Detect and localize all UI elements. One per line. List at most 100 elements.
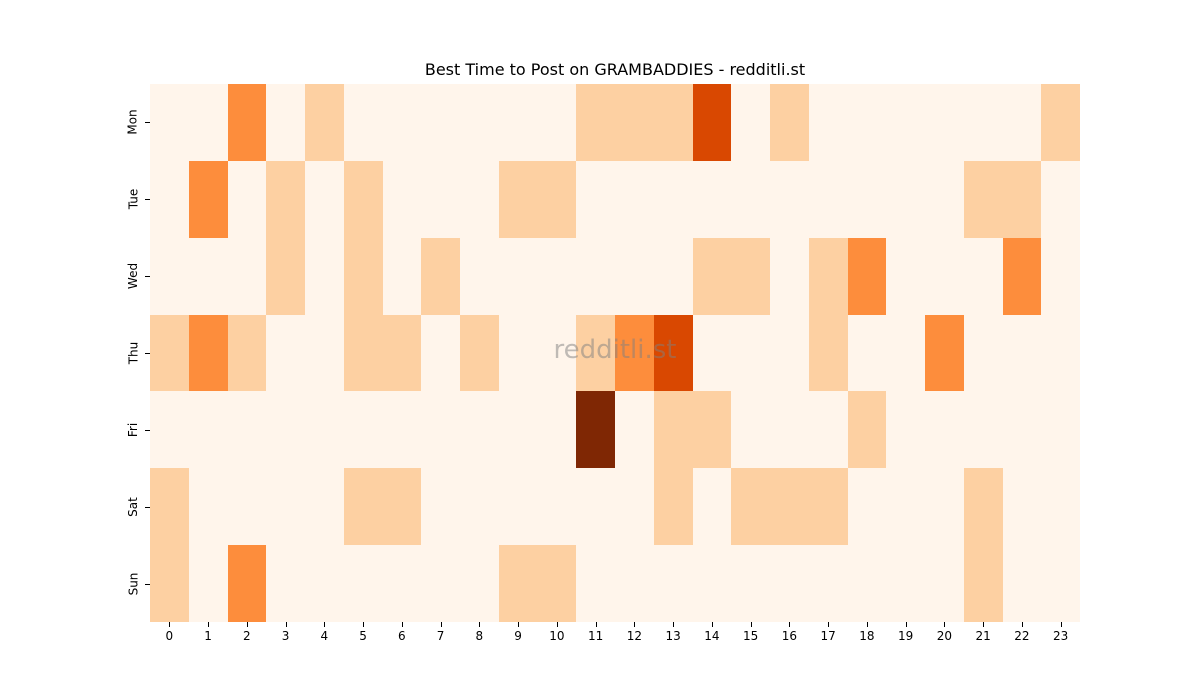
x-tick-mark [208,622,210,627]
y-tick-mark [145,276,150,278]
x-tick-label: 22 [1014,629,1030,643]
heatmap-cell [305,314,344,392]
x-tick-mark [711,622,713,627]
x-tick-label: 17 [820,629,836,643]
x-tick-label: 20 [936,629,953,643]
heatmap-cell [1002,468,1042,546]
heatmap-cell [770,84,809,161]
heatmap-cell [615,160,654,238]
heatmap-cell [266,237,305,315]
heatmap-cell [692,84,732,161]
heatmap-cell [460,391,499,469]
heatmap-cell [963,468,1003,546]
heatmap-cell [653,391,693,469]
heatmap-cell [150,391,189,469]
heatmap-cell [305,160,344,238]
heatmap-cell [498,237,538,315]
y-tick-mark [145,583,150,585]
heatmap-cell [1002,237,1042,315]
heatmap-cell [188,391,228,469]
heatmap-cell [188,468,228,546]
x-tick-mark [324,622,326,627]
heatmap-cell [615,391,654,469]
heatmap-cell [498,84,538,161]
y-tick-label: Sun [118,545,148,622]
y-tick-label-text: Thu [125,341,140,365]
x-tick-label: 19 [897,629,914,643]
heatmap-cell [150,468,189,546]
heatmap-cell [963,84,1003,161]
x-tick-mark [1060,622,1062,627]
x-tick-label: 4 [320,629,329,643]
heatmap-cell [343,314,383,392]
heatmap-cell [343,160,383,238]
heatmap-cell [498,468,538,546]
heatmap-cell [770,160,809,238]
y-tick-label-text: Tue [126,189,140,210]
heatmap-cell [421,237,460,315]
y-tick-label: Mon [118,84,148,161]
heatmap-cell [653,237,693,315]
heatmap-cell [305,468,344,546]
heatmap-cell [305,237,344,315]
heatmap-cell [498,314,538,392]
heatmap-cell [266,545,305,622]
x-tick-mark [983,622,985,627]
heatmap-cell [537,545,577,622]
x-tick-label: 5 [359,629,367,643]
heatmap-cell [1041,237,1080,315]
heatmap-cell [150,314,189,392]
heatmap-grid [150,84,1080,622]
heatmap-cell [731,314,770,392]
heatmap-cell [305,391,344,469]
heatmap-cell [576,468,615,546]
heatmap-cell [925,237,964,315]
heatmap-cell [460,84,499,161]
heatmap-cell [808,160,848,238]
heatmap-cell [150,84,189,161]
heatmap-cell [770,237,809,315]
heatmap-cell [963,237,1003,315]
heatmap-cell [692,545,732,622]
heatmap-cell [537,84,577,161]
heatmap-cell [266,314,305,392]
heatmap-cell [653,468,693,546]
heatmap-cell [343,84,383,161]
heatmap-cell [847,84,887,161]
heatmap-cell [1041,545,1080,622]
heatmap-cell [1041,468,1080,546]
heatmap-cell [382,314,422,392]
heatmap-cell [227,391,267,469]
heatmap-cell [808,545,848,622]
heatmap-cell [615,468,654,546]
y-tick-mark [145,353,150,354]
heatmap-cell [692,160,732,238]
heatmap-cell [925,314,964,392]
heatmap-cell [382,545,422,622]
heatmap-cell [692,314,732,392]
heatmap-cell [925,84,964,161]
heatmap-cell [421,314,460,392]
heatmap-cell [847,314,887,392]
heatmap-cell [537,391,577,469]
heatmap-cell [963,314,1003,392]
heatmap-cell [460,545,499,622]
x-tick-label: 13 [665,629,681,643]
heatmap-cell [305,545,344,622]
heatmap-cell [886,84,925,161]
heatmap-cell [150,160,189,238]
heatmap-cell [1041,391,1080,469]
heatmap-cell [460,160,499,238]
x-tick-mark [246,622,248,627]
heatmap-cell [808,84,848,161]
x-tick-label: 21 [975,629,991,643]
heatmap-cell [615,314,654,392]
heatmap-cell [847,237,887,315]
heatmap-cell [537,237,577,315]
heatmap-cell [460,468,499,546]
heatmap-cell [576,160,615,238]
y-tick-label-text: Sun [125,572,140,595]
heatmap-cell [382,237,422,315]
heatmap-cell [925,391,964,469]
heatmap-cell [847,545,887,622]
